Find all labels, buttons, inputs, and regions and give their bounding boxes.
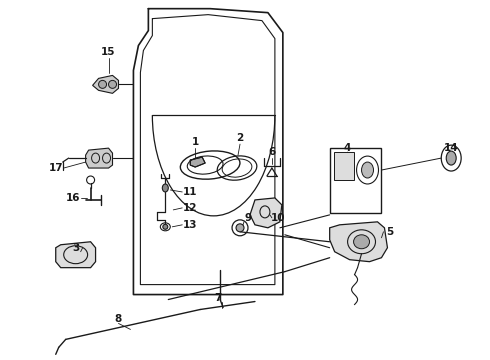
Ellipse shape — [98, 80, 106, 88]
Text: 1: 1 — [192, 137, 199, 147]
Polygon shape — [86, 148, 113, 168]
Text: 17: 17 — [49, 163, 63, 173]
Text: 11: 11 — [183, 187, 197, 197]
Bar — [330, 148, 382, 213]
Text: 6: 6 — [268, 147, 275, 157]
Text: 2: 2 — [236, 133, 244, 143]
Text: 14: 14 — [444, 143, 459, 153]
Text: 16: 16 — [66, 193, 80, 203]
Polygon shape — [190, 157, 205, 167]
Polygon shape — [330, 222, 388, 262]
Text: 5: 5 — [386, 227, 393, 237]
Ellipse shape — [162, 184, 168, 192]
Text: 13: 13 — [183, 220, 197, 230]
Text: 10: 10 — [270, 213, 285, 223]
Text: 15: 15 — [101, 48, 116, 58]
Ellipse shape — [236, 224, 244, 232]
Text: 7: 7 — [215, 293, 222, 302]
Text: 8: 8 — [115, 314, 122, 324]
Text: 12: 12 — [183, 203, 197, 213]
Polygon shape — [250, 198, 282, 228]
Ellipse shape — [354, 235, 369, 249]
Ellipse shape — [362, 162, 373, 178]
Bar — [334, 152, 354, 180]
Polygon shape — [56, 242, 96, 268]
Text: 3: 3 — [72, 243, 79, 253]
Polygon shape — [93, 75, 119, 93]
Ellipse shape — [163, 224, 168, 229]
Text: 9: 9 — [245, 213, 251, 223]
Text: 4: 4 — [344, 143, 351, 153]
Ellipse shape — [108, 80, 117, 88]
Ellipse shape — [446, 151, 456, 165]
